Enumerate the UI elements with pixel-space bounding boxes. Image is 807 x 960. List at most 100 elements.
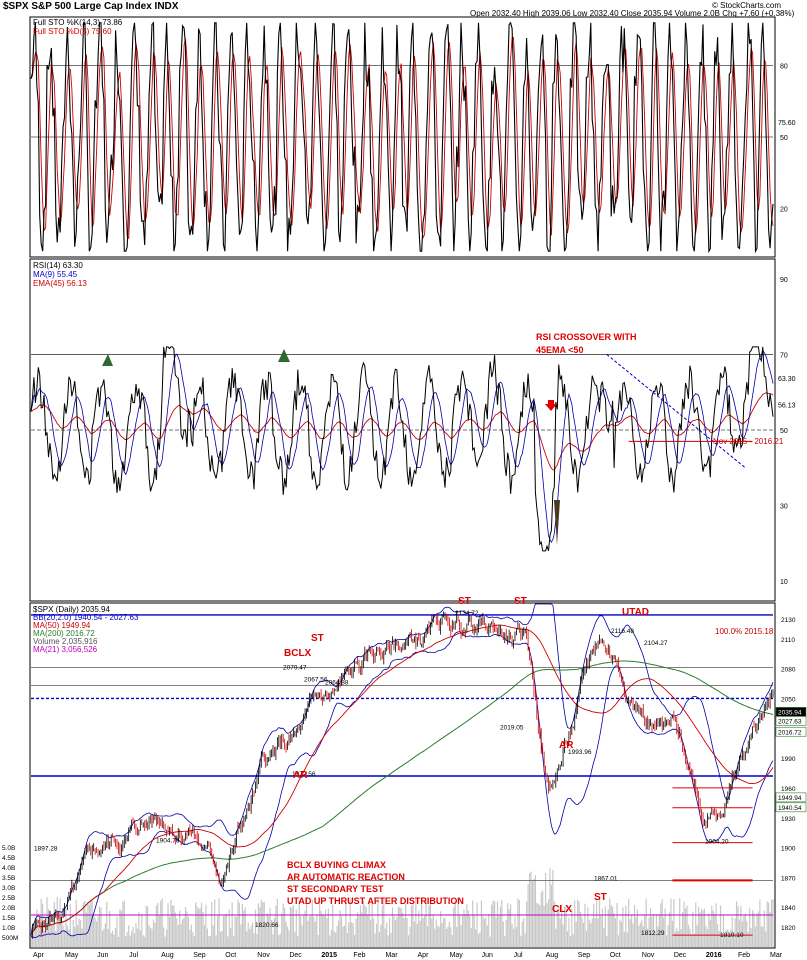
volume-bar	[61, 912, 63, 947]
volume-bar	[423, 915, 426, 947]
volume-bar	[426, 926, 429, 947]
volume-bar	[120, 910, 122, 947]
legend-line-st: ST SECONDARY TEST	[287, 884, 384, 894]
volume-bar	[735, 901, 738, 947]
rsi-trendline-label: Nov 2015 - 2016.21	[713, 437, 784, 446]
volume-bar	[674, 931, 676, 947]
x-label-7: Nov	[257, 952, 270, 959]
price-legend-ma50: MA(50) 1949.94	[33, 621, 91, 630]
volume-bar	[321, 914, 324, 947]
volume-bar	[642, 926, 644, 947]
volume-bar	[738, 919, 741, 947]
volume-bar	[391, 907, 394, 947]
x-label-11: Mar	[385, 952, 398, 959]
volume-bar	[381, 905, 383, 947]
volume-bar	[528, 873, 531, 947]
volume-bar	[273, 917, 276, 947]
volume-bar	[639, 922, 641, 947]
volume-bar	[428, 905, 430, 947]
volume-bar	[515, 926, 518, 947]
legend-line-ar: AR AUTOMATIC REACTION	[287, 872, 405, 882]
price-tick-6: 1990	[781, 756, 796, 763]
volume-bar	[257, 903, 260, 947]
volume-bar	[349, 897, 351, 947]
volume-bar	[112, 930, 114, 947]
volume-bar	[495, 917, 497, 947]
volume-bar	[141, 913, 143, 947]
volume-bar	[190, 924, 192, 947]
volume-bar	[744, 913, 746, 947]
volume-bar	[308, 916, 311, 947]
volume-bar	[148, 925, 150, 947]
volume-bar	[507, 903, 509, 947]
volume-bar	[52, 917, 54, 947]
volume-bar	[749, 908, 751, 947]
volume-bar	[340, 916, 343, 947]
volume-bar	[671, 920, 674, 947]
volume-bar	[418, 910, 420, 947]
volume-bar	[485, 917, 487, 947]
volume-bar	[209, 935, 211, 947]
volume-bar	[559, 918, 561, 947]
volume-bar	[450, 927, 452, 947]
volume-bar	[722, 915, 725, 947]
volume-bar	[161, 898, 163, 947]
volume-bar	[702, 910, 704, 947]
volume-bar	[553, 901, 555, 947]
volume-bar	[502, 921, 504, 947]
volume-bar	[289, 906, 292, 947]
price-legend-ma200: MA(200) 2016.72	[33, 629, 95, 638]
volume-bar	[461, 915, 464, 947]
volume-bar	[262, 902, 264, 947]
volume-bar	[692, 911, 694, 947]
volume-bar	[336, 925, 338, 947]
volume-bar	[101, 930, 104, 947]
volume-bar	[149, 927, 152, 947]
volume-bar	[676, 927, 678, 947]
volume-bar	[644, 915, 646, 947]
volume-bar	[463, 909, 465, 947]
volume-bar	[359, 905, 362, 947]
volume-bar	[319, 900, 321, 947]
volume-bar	[730, 929, 732, 947]
volume-bar	[441, 922, 443, 947]
volume-bar	[202, 912, 204, 947]
volume-bar	[620, 921, 622, 947]
volume-bar	[728, 936, 730, 947]
volume-bar	[654, 932, 656, 947]
volume-bar	[617, 935, 620, 947]
volume-bar	[753, 913, 755, 947]
annotation-st-2: ST	[514, 596, 527, 607]
x-label-15: Jul	[514, 952, 523, 959]
volume-bar	[386, 922, 388, 947]
volume-bar	[249, 929, 251, 947]
volume-bar	[488, 914, 490, 947]
volume-bar	[700, 908, 703, 947]
volume-bar	[612, 906, 614, 947]
volume-bar	[400, 908, 402, 947]
volume-bar	[374, 933, 376, 947]
volume-bar	[275, 905, 277, 947]
volume-bar	[320, 910, 322, 947]
volume-bar	[192, 932, 194, 947]
volume-bar	[555, 928, 557, 947]
rsi-ema-line	[30, 392, 774, 471]
volume-bar	[128, 925, 130, 947]
volume-bar	[292, 905, 294, 947]
volume-bar	[472, 900, 474, 947]
volume-bar	[765, 931, 767, 947]
rsi-crossover-annotation-1: RSI CROSSOVER WITH	[536, 332, 637, 342]
volume-bar	[590, 923, 592, 947]
volume-bar	[501, 899, 503, 947]
volume-bar	[558, 905, 560, 947]
volume-bar	[581, 917, 583, 947]
volume-bar	[614, 918, 617, 947]
stochastic-panel	[29, 16, 776, 258]
volume-bar	[37, 921, 39, 947]
x-label-5: Sep	[193, 952, 206, 959]
volume-bar	[182, 919, 184, 947]
price-panel	[29, 602, 776, 949]
volume-bar	[378, 931, 381, 947]
volume-bar	[113, 934, 115, 947]
volume-bar	[587, 907, 589, 947]
